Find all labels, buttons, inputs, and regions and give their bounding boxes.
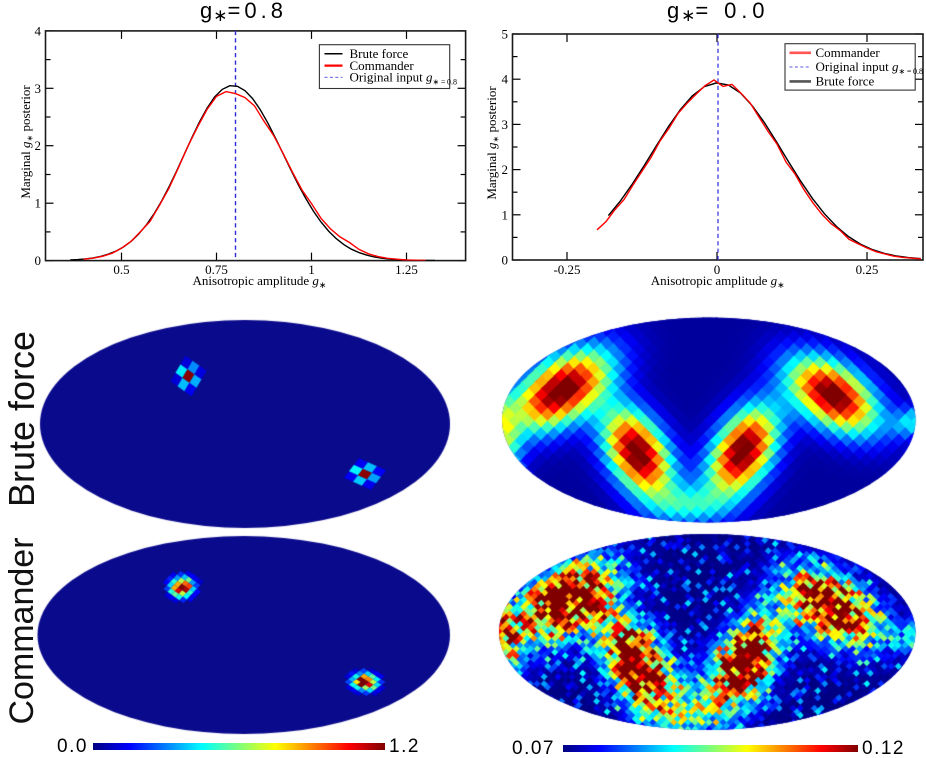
svg-text:Original input g∗ = 0.8: Original input g∗ = 0.8 [350,70,457,87]
svg-text:1.25: 1.25 [395,262,418,277]
svg-text:4: 4 [35,23,42,38]
svg-text:Brute force: Brute force [350,46,409,61]
svg-text:Brute force: Brute force [816,74,875,89]
svg-text:5: 5 [502,27,509,42]
svg-text:Commander: Commander [350,58,415,73]
svg-text:Original input g∗ = 0.8: Original input g∗ = 0.8 [816,59,923,76]
svg-text:Commander: Commander [816,45,881,60]
svg-text:0: 0 [35,253,42,268]
svg-text:0.25: 0.25 [856,262,879,277]
svg-text:Marginal g∗ posterior: Marginal g∗ posterior [18,85,35,199]
svg-text:4: 4 [502,72,509,87]
svg-text:0.75: 0.75 [205,262,228,277]
svg-text:0: 0 [502,253,509,268]
svg-text:0: 0 [714,262,721,277]
svg-text:3: 3 [35,81,42,96]
svg-text:0.5: 0.5 [113,262,129,277]
svg-text:2: 2 [35,138,42,153]
svg-text:Marginal g∗ posterior: Marginal g∗ posterior [484,86,501,200]
svg-text:-0.25: -0.25 [553,262,580,277]
svg-text:1: 1 [502,207,509,222]
svg-text:3: 3 [502,117,509,132]
svg-text:2: 2 [502,162,509,177]
svg-text:1: 1 [308,262,315,277]
svg-text:Anisotropic amplitude g∗: Anisotropic amplitude g∗ [193,273,327,290]
svg-text:Anisotropic amplitude g∗: Anisotropic amplitude g∗ [651,273,785,290]
svg-text:1: 1 [35,196,42,211]
